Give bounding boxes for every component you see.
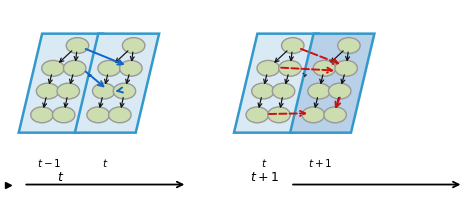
Ellipse shape <box>42 60 64 76</box>
Ellipse shape <box>113 83 136 99</box>
Text: $t+1$: $t+1$ <box>308 157 333 169</box>
Ellipse shape <box>52 107 75 123</box>
Ellipse shape <box>252 83 274 99</box>
Ellipse shape <box>87 107 110 123</box>
Polygon shape <box>19 34 103 133</box>
Ellipse shape <box>120 60 142 76</box>
Text: $t$: $t$ <box>102 157 109 169</box>
Ellipse shape <box>329 83 351 99</box>
Ellipse shape <box>268 107 290 123</box>
Ellipse shape <box>282 38 304 53</box>
Text: $t+1$: $t+1$ <box>250 170 279 184</box>
Ellipse shape <box>338 38 360 53</box>
Ellipse shape <box>302 107 325 123</box>
Ellipse shape <box>324 107 346 123</box>
Ellipse shape <box>279 60 301 76</box>
Ellipse shape <box>335 60 358 76</box>
Ellipse shape <box>66 38 89 53</box>
Ellipse shape <box>57 83 80 99</box>
Ellipse shape <box>257 60 279 76</box>
Ellipse shape <box>37 83 59 99</box>
Ellipse shape <box>98 60 120 76</box>
Ellipse shape <box>272 83 295 99</box>
Ellipse shape <box>246 107 269 123</box>
Polygon shape <box>75 34 159 133</box>
Ellipse shape <box>31 107 53 123</box>
Polygon shape <box>234 34 318 133</box>
Ellipse shape <box>123 38 145 53</box>
Polygon shape <box>290 34 374 133</box>
Ellipse shape <box>93 83 115 99</box>
Text: $t-1$: $t-1$ <box>37 157 61 169</box>
Ellipse shape <box>308 83 330 99</box>
Text: $t$: $t$ <box>57 170 65 184</box>
Ellipse shape <box>64 60 86 76</box>
Text: $t$: $t$ <box>261 157 268 169</box>
Ellipse shape <box>109 107 131 123</box>
Ellipse shape <box>313 60 336 76</box>
